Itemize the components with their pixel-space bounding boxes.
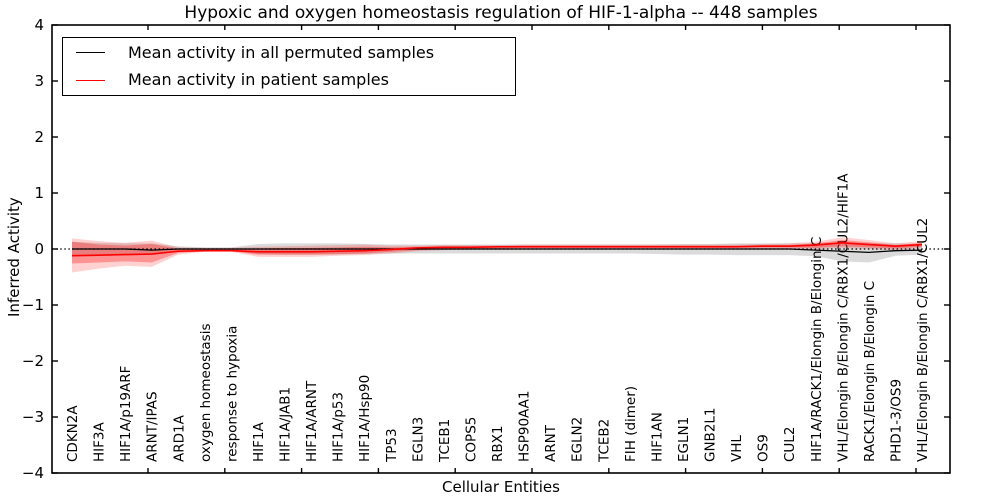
x-tick-label: TP53 xyxy=(384,428,400,463)
permuted-mean-line xyxy=(72,248,923,254)
x-tick-label: TCEB1 xyxy=(437,419,453,463)
y-tick-label: 3 xyxy=(34,72,44,90)
x-tick-label: FIH (dimer) xyxy=(623,386,639,462)
y-tick-label: 4 xyxy=(34,16,44,34)
x-tick-label: EGLN1 xyxy=(676,417,692,462)
legend-box: Mean activity in all permuted samples Me… xyxy=(62,37,516,96)
patient-line-swatch xyxy=(76,79,105,81)
x-axis-label: Cellular Entities xyxy=(442,478,560,496)
y-tick-label: −2 xyxy=(22,352,44,370)
x-tick-label: GNB2L1 xyxy=(703,407,719,462)
y-tick-label: 0 xyxy=(34,240,44,258)
x-tick-label: VHL/Elongin B/Elongin C/RBX1/CUL2/HIF1A xyxy=(835,173,851,462)
y-tick-label: 2 xyxy=(34,128,44,146)
x-tick-label: OS9 xyxy=(756,434,772,462)
x-tick-label: RACK1/Elongin B/Elongin C xyxy=(862,281,878,462)
legend-label: Mean activity in patient samples xyxy=(128,70,389,90)
x-tick-label: HIF3A xyxy=(92,422,108,462)
legend-label: Mean activity in all permuted samples xyxy=(128,42,435,62)
x-tick-label: EGLN3 xyxy=(410,417,426,462)
y-tick-label: −3 xyxy=(22,408,44,426)
y-tick-label: −4 xyxy=(22,464,44,482)
x-tick-label: HIF1A/p53 xyxy=(331,392,347,462)
x-tick-label: HSP90AA1 xyxy=(517,391,533,462)
x-tick-label: TCEB2 xyxy=(596,419,612,463)
x-tick-label: ARNT/IPAS xyxy=(145,391,161,462)
x-tick-label: HIF1A/ARNT xyxy=(304,380,320,462)
x-tick-label: HIF1A/JAB1 xyxy=(278,387,294,462)
x-tick-label: EGLN2 xyxy=(570,417,586,462)
legend-item-permuted: Mean activity in all permuted samples xyxy=(63,40,515,66)
x-tick-label: response to hypoxia xyxy=(224,326,240,462)
x-tick-label: HIF1A/p19ARF xyxy=(118,366,134,462)
x-tick-label: VHL xyxy=(729,435,745,462)
x-tick-label: HIF1A/Hsp90 xyxy=(357,375,373,462)
x-tick-label: RBX1 xyxy=(490,426,506,462)
permuted-line-swatch xyxy=(76,52,105,54)
x-tick-label: COPS5 xyxy=(463,417,479,462)
x-tick-label: HIF1A xyxy=(251,422,267,462)
x-tick-label: CDKN2A xyxy=(65,405,81,462)
patient-samples-range-inner-band xyxy=(72,240,922,264)
chart-title: Hypoxic and oxygen homeostasis regulatio… xyxy=(184,3,818,23)
x-tick-label: HIF1A/RACK1/Elongin B/Elongin C xyxy=(809,237,825,462)
x-tick-label: PHD1-3/OS9 xyxy=(888,379,904,462)
x-tick-label: ARNT xyxy=(543,424,559,462)
y-tick-label: 1 xyxy=(34,184,44,202)
x-tick-label: HIF1AN xyxy=(649,412,665,462)
y-tick-label: −1 xyxy=(22,296,44,314)
x-tick-label: oxygen homeostasis xyxy=(198,324,214,463)
patient-mean-line xyxy=(71,242,923,257)
legend-item-patient: Mean activity in patient samples xyxy=(63,67,515,93)
x-tick-label: ARD1A xyxy=(171,414,187,462)
y-axis-label: Inferred Activity xyxy=(5,197,23,317)
x-tick-label: CUL2 xyxy=(782,427,798,462)
x-tick-label: VHL/Elongin B/Elongin C/RBX1/CUL2 xyxy=(915,218,931,462)
